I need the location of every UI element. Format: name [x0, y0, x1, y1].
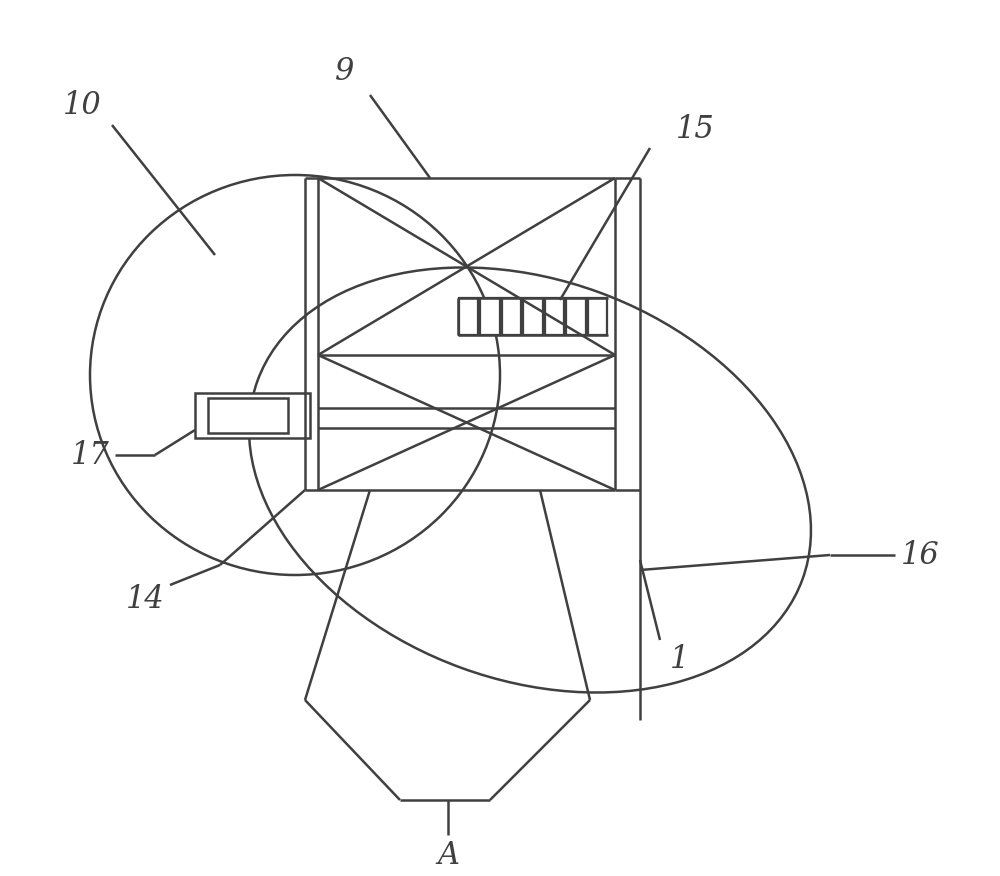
Bar: [459, 298, 478, 335]
Bar: [208, 398, 288, 433]
Text: 14: 14: [126, 584, 164, 616]
Text: 15: 15: [676, 115, 714, 145]
Text: 1: 1: [670, 645, 690, 675]
Text: 10: 10: [63, 89, 101, 121]
Bar: [566, 298, 586, 335]
Bar: [195, 393, 310, 438]
Bar: [545, 298, 564, 335]
Text: A: A: [437, 839, 459, 871]
Bar: [502, 298, 521, 335]
Bar: [480, 298, 500, 335]
Text: 17: 17: [71, 440, 109, 470]
Text: 16: 16: [901, 540, 939, 570]
Bar: [523, 298, 543, 335]
Text: 9: 9: [335, 56, 355, 88]
Bar: [588, 298, 607, 335]
